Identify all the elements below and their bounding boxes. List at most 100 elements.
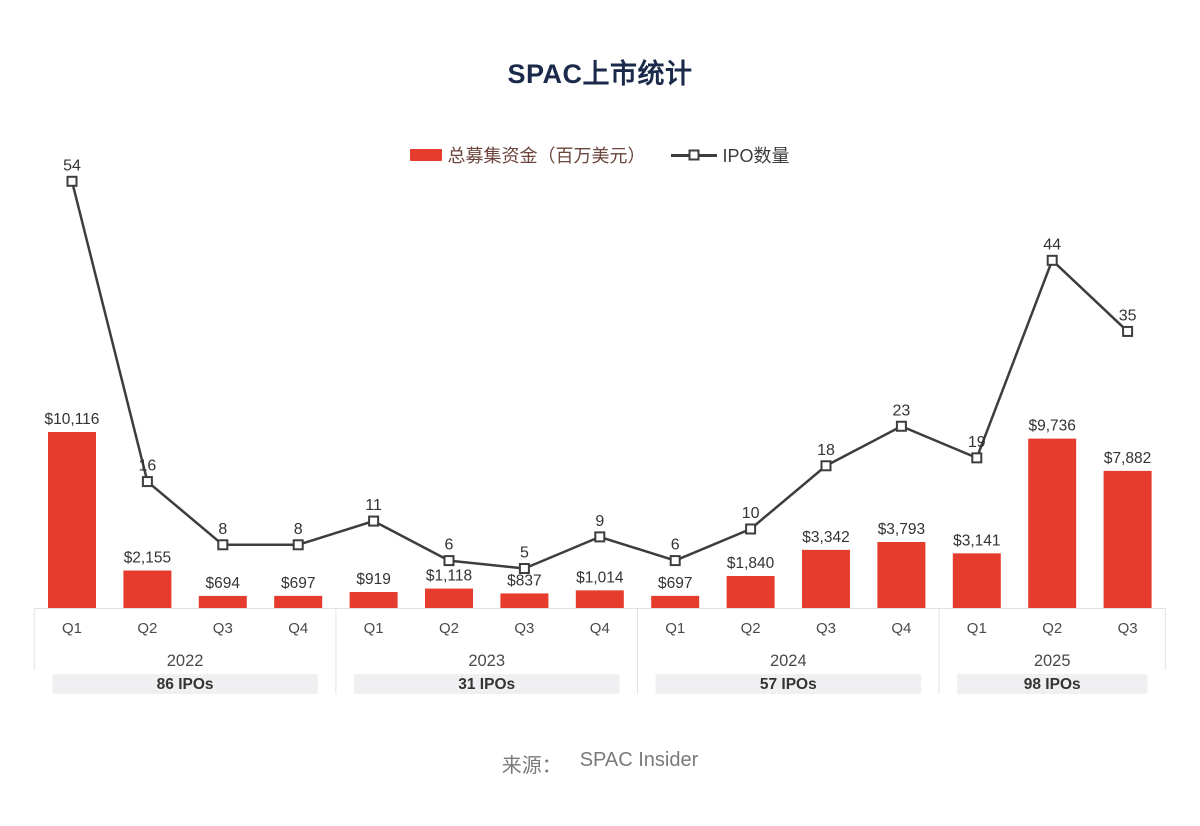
source-label: 来源： [501,755,562,777]
ipo-count-label: 44 [1043,236,1061,253]
bar-value-label: $694 [206,575,241,592]
quarter-label: Q1 [665,620,685,637]
bar-value-label: $3,141 [953,532,1000,549]
ipo-total-badge-label: 57 IPOs [760,676,817,693]
line-marker [669,555,681,567]
bar-value-label: $3,793 [878,521,925,538]
legend-item-ipo-count[interactable]: IPO数量 [671,142,790,168]
bar-value-label: $3,342 [802,529,849,546]
bar [1103,470,1152,608]
bar-value-label: $9,736 [1028,418,1075,435]
ipo-count-label: 11 [365,497,382,514]
bar [1028,438,1077,608]
ipo-total-badge [655,674,922,694]
ipo-count-label: 23 [893,402,911,419]
ipo-total-badge [353,674,620,694]
line-marker [971,452,983,464]
bar [349,592,398,608]
quarter-label: Q2 [741,620,761,637]
source-line: 来源： SPAC Insider [0,749,1200,778]
plot: Q1 Q2 Q3 Q4 Q1 Q2 Q3 Q4 Q1 Q2 Q3 Q4 Q1 Q2 Q3 2022 86 IPO… [33,157,1166,694]
bar-value-label: $10,116 [45,411,100,428]
quarter-label: Q2 [137,620,157,637]
ipo-count-line [70,180,1129,570]
line-marker [745,523,757,535]
line-marker [368,515,380,527]
bar [802,549,850,608]
ipo-count-label: 5 [520,544,529,561]
chart-title: SPAC上市统计 [507,59,693,89]
year-label: 2025 [1034,652,1071,670]
ipo-count-label: 6 [671,537,680,554]
ipo-count-label: 35 [1119,307,1137,324]
bar [425,588,473,608]
line-marker [443,555,455,567]
bar [726,575,775,608]
line-marker [594,531,606,543]
bar [952,553,1001,608]
line-marker [292,539,304,551]
line-series-swatch-icon [671,149,718,161]
quarter-label: Q4 [590,620,610,637]
ipo-count-label: 54 [63,157,81,174]
bar-value-label: $837 [507,572,541,589]
ipo-count-label: 16 [139,458,157,475]
bar [877,542,926,608]
bar-value-label: $1,014 [576,569,624,586]
line-marker-icon [688,149,700,161]
ipo-total-badge-label: 86 IPOs [157,676,214,693]
line-marker [66,175,78,187]
year-label: 2023 [468,652,505,670]
quarter-label: Q2 [1042,620,1062,637]
bar-value-label: $1,840 [727,555,775,572]
legend-item-raised[interactable]: 总募集资金（百万美元） [410,142,645,168]
ipo-count-label: 19 [968,434,986,451]
source-value: SPAC Insider [579,749,699,771]
ipo-count-label: 6 [445,537,454,554]
bar-value-label: $2,155 [124,550,171,567]
quarter-label: Q3 [514,620,534,637]
quarter-label: Q2 [439,620,459,637]
bar [198,595,247,608]
line-marker [141,476,153,488]
ipo-total-badge-label: 31 IPOs [458,676,515,693]
quarter-label: Q1 [364,620,384,637]
bar-value-label: $919 [356,571,390,588]
year-label: 2022 [167,652,204,670]
line-marker [518,562,530,574]
bar [575,590,624,608]
quarter-label: Q3 [213,620,233,637]
bar [48,432,96,608]
quarter-label: Q1 [62,620,82,637]
line-marker [217,539,229,551]
bar-value-label: $1,118 [426,568,472,585]
quarter-label: Q4 [288,620,308,637]
ipo-count-label: 9 [595,513,604,530]
bar-series-swatch-icon [410,149,443,161]
quarter-label: Q4 [891,620,911,637]
legend-label-ipo-count: IPO数量 [722,146,790,166]
line-marker [1122,325,1134,337]
ipo-count-label: 8 [294,521,303,538]
quarter-label: Q3 [816,620,836,637]
bar [500,593,549,608]
bar [274,595,323,608]
bar-value-label: $7,882 [1104,450,1151,467]
year-label: 2024 [770,652,807,670]
ipo-count-label: 18 [817,442,835,459]
bar [123,570,172,608]
chart-legend: 总募集资金（百万美元） IPO数量 [0,142,1200,168]
line-marker [820,460,832,472]
ipo-total-badge [957,674,1148,694]
line-marker [1046,254,1058,266]
ipo-count-label: 10 [742,505,760,522]
line-marker [895,420,907,432]
legend-label-raised: 总募集资金（百万美元） [447,146,646,166]
bar [651,595,700,608]
quarter-label: Q1 [967,620,987,637]
ipo-total-badge [52,674,318,694]
ipo-count-label: 8 [218,521,227,538]
ipo-total-badge-label: 98 IPOs [1024,676,1081,693]
quarter-label: Q3 [1118,620,1138,637]
